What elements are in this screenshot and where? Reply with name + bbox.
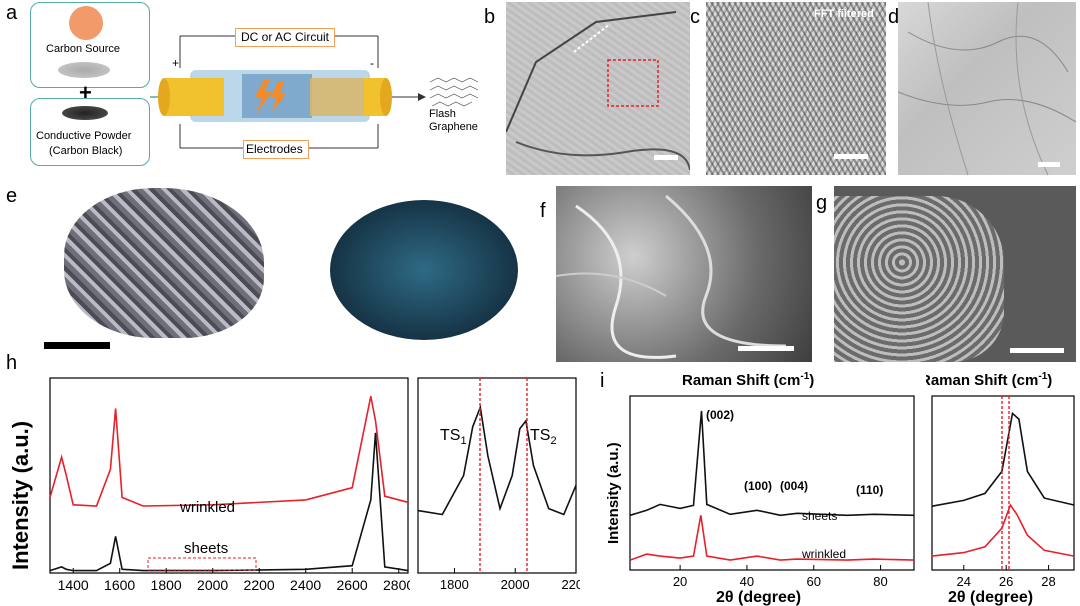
product-label-2: Graphene xyxy=(429,121,478,133)
carbon-black-pile xyxy=(62,106,108,120)
tick-label: 26 xyxy=(999,574,1013,589)
panel-label-e: e xyxy=(6,185,18,207)
scale-bar-e xyxy=(44,342,110,349)
tick-label: 24 xyxy=(957,574,971,589)
peak-100-label: (100) xyxy=(744,479,772,493)
peak-110-label: (110) xyxy=(856,483,883,497)
xrd-top-label: Raman Shift (cm-1) xyxy=(682,371,814,389)
conductive-powder-box xyxy=(30,98,150,166)
raman-xticks: 1400 1600 1800 2000 2200 2400 2600 2800 xyxy=(58,568,410,593)
tick-label: 2200 xyxy=(244,577,275,593)
series-line-sheets xyxy=(49,432,409,572)
xrd-zoom-xticks: 24 26 28 xyxy=(957,565,1056,589)
tick-label: 1800 xyxy=(151,577,182,593)
panel-label-g: g xyxy=(816,192,828,214)
conductive-powder-label-1: Conductive Powder xyxy=(36,130,132,142)
flake-pile-photo xyxy=(64,188,264,338)
xrd-label-sheets: sheets xyxy=(802,509,837,523)
tick-label: 40 xyxy=(740,574,754,589)
circuit-label-box xyxy=(235,28,335,47)
tick-label: 1400 xyxy=(58,577,89,593)
fft-filtered-label: FFT filtered xyxy=(814,8,874,20)
series-line-wrinkled xyxy=(49,396,409,507)
raman-plot-area xyxy=(49,396,409,572)
xrd-xlabel: 2θ (degree) xyxy=(716,589,801,606)
raman-zoom-xticks: 1800 2000 2200 xyxy=(440,568,580,592)
flash-reactor-diagram xyxy=(150,35,479,149)
carbon-pile-gray xyxy=(58,62,110,78)
sem-image-f xyxy=(556,186,812,362)
circuit-label: DC or AC Circuit xyxy=(241,30,330,44)
series-line-wrinkled xyxy=(629,515,915,561)
carbon-source-icon xyxy=(69,6,103,40)
tick-label: 28 xyxy=(1041,574,1055,589)
peak-002-label: (002) xyxy=(706,408,734,422)
tick-label: 2800 xyxy=(383,577,410,593)
tick-label: 60 xyxy=(806,574,820,589)
xrd-plot-area xyxy=(629,410,915,561)
sem-image-g xyxy=(834,186,1076,362)
tem-image-c: FFT filtered xyxy=(706,2,886,175)
panel-label-f: f xyxy=(540,200,546,222)
panel-label-b: b xyxy=(484,6,496,28)
raman-chart-zoom: 1800 2000 2200 TS1 TS2 xyxy=(417,377,580,592)
positive-terminal: + xyxy=(172,56,180,70)
xrd-chart-zoom: Raman Shift (cm-1) 24 26 28 2θ (degree) xyxy=(926,371,1075,606)
electrodes-label: Electrodes xyxy=(246,142,303,156)
panel-label-i: i xyxy=(600,370,605,392)
raman-label-wrinkled: wrinkled xyxy=(179,499,235,516)
scale-bar-g xyxy=(1010,348,1064,353)
tick-label: 80 xyxy=(873,574,887,589)
tick-label: 2200 xyxy=(561,577,580,592)
scale-bar-c xyxy=(834,154,868,159)
carbon-source-label: Carbon Source xyxy=(46,43,120,55)
series-line-sheets xyxy=(629,410,915,517)
product-label-1: Flash xyxy=(429,108,456,120)
xrd-xticks: 20 40 60 80 xyxy=(673,565,888,589)
ts2-label: TS2 xyxy=(530,427,557,447)
tick-label: 2000 xyxy=(501,577,530,592)
series-line-zoom xyxy=(417,404,577,516)
xrd-chart-main: Raman Shift (cm-1) Intensity (a.u.) 20 40… xyxy=(605,371,915,606)
negative-terminal: - xyxy=(370,56,374,70)
tick-label: 1600 xyxy=(104,577,135,593)
panel-label-a: a xyxy=(6,2,18,24)
ts1-label: TS1 xyxy=(440,427,467,447)
panel-label-c: c xyxy=(690,6,700,28)
tick-label: 1800 xyxy=(440,577,469,592)
raman-chart-main: Intensity (a.u.) 1400 1600 1800 2000 2200 240… xyxy=(8,377,410,593)
xrd-label-wrinkled: wrinkled xyxy=(801,547,846,561)
electrodes-label-box xyxy=(243,140,309,159)
peak-004-label: (004) xyxy=(780,479,808,493)
tem-image-d xyxy=(898,2,1076,175)
raman-ylabel: Intensity (a.u.) xyxy=(8,421,33,570)
raman-label-sheets: sheets xyxy=(184,540,228,557)
raman-dashed-box xyxy=(147,557,257,571)
xrd-zoom-top-label: Raman Shift (cm-1) xyxy=(926,371,1052,389)
tick-label: 2400 xyxy=(290,577,321,593)
conductive-powder-label-2: (Carbon Black) xyxy=(49,145,123,157)
raman-zoom-plot-area xyxy=(417,404,577,516)
tem-image-b xyxy=(506,2,690,175)
series-line-wrinkled xyxy=(931,503,1075,557)
panel-label-d: d xyxy=(888,6,900,28)
xrd-zoom-plot-area xyxy=(931,411,1075,557)
panel-label-h: h xyxy=(6,352,18,374)
tick-label: 2000 xyxy=(197,577,228,593)
xrd-zoom-xlabel: 2θ (degree) xyxy=(948,589,1033,606)
series-line-sheets xyxy=(931,411,1075,507)
tick-label: 2600 xyxy=(337,577,368,593)
blue-powder-photo xyxy=(330,200,518,340)
xrd-ylabel: Intensity (a.u.) xyxy=(605,442,622,544)
tick-label: 20 xyxy=(673,574,687,589)
scale-bar-f xyxy=(738,346,794,351)
